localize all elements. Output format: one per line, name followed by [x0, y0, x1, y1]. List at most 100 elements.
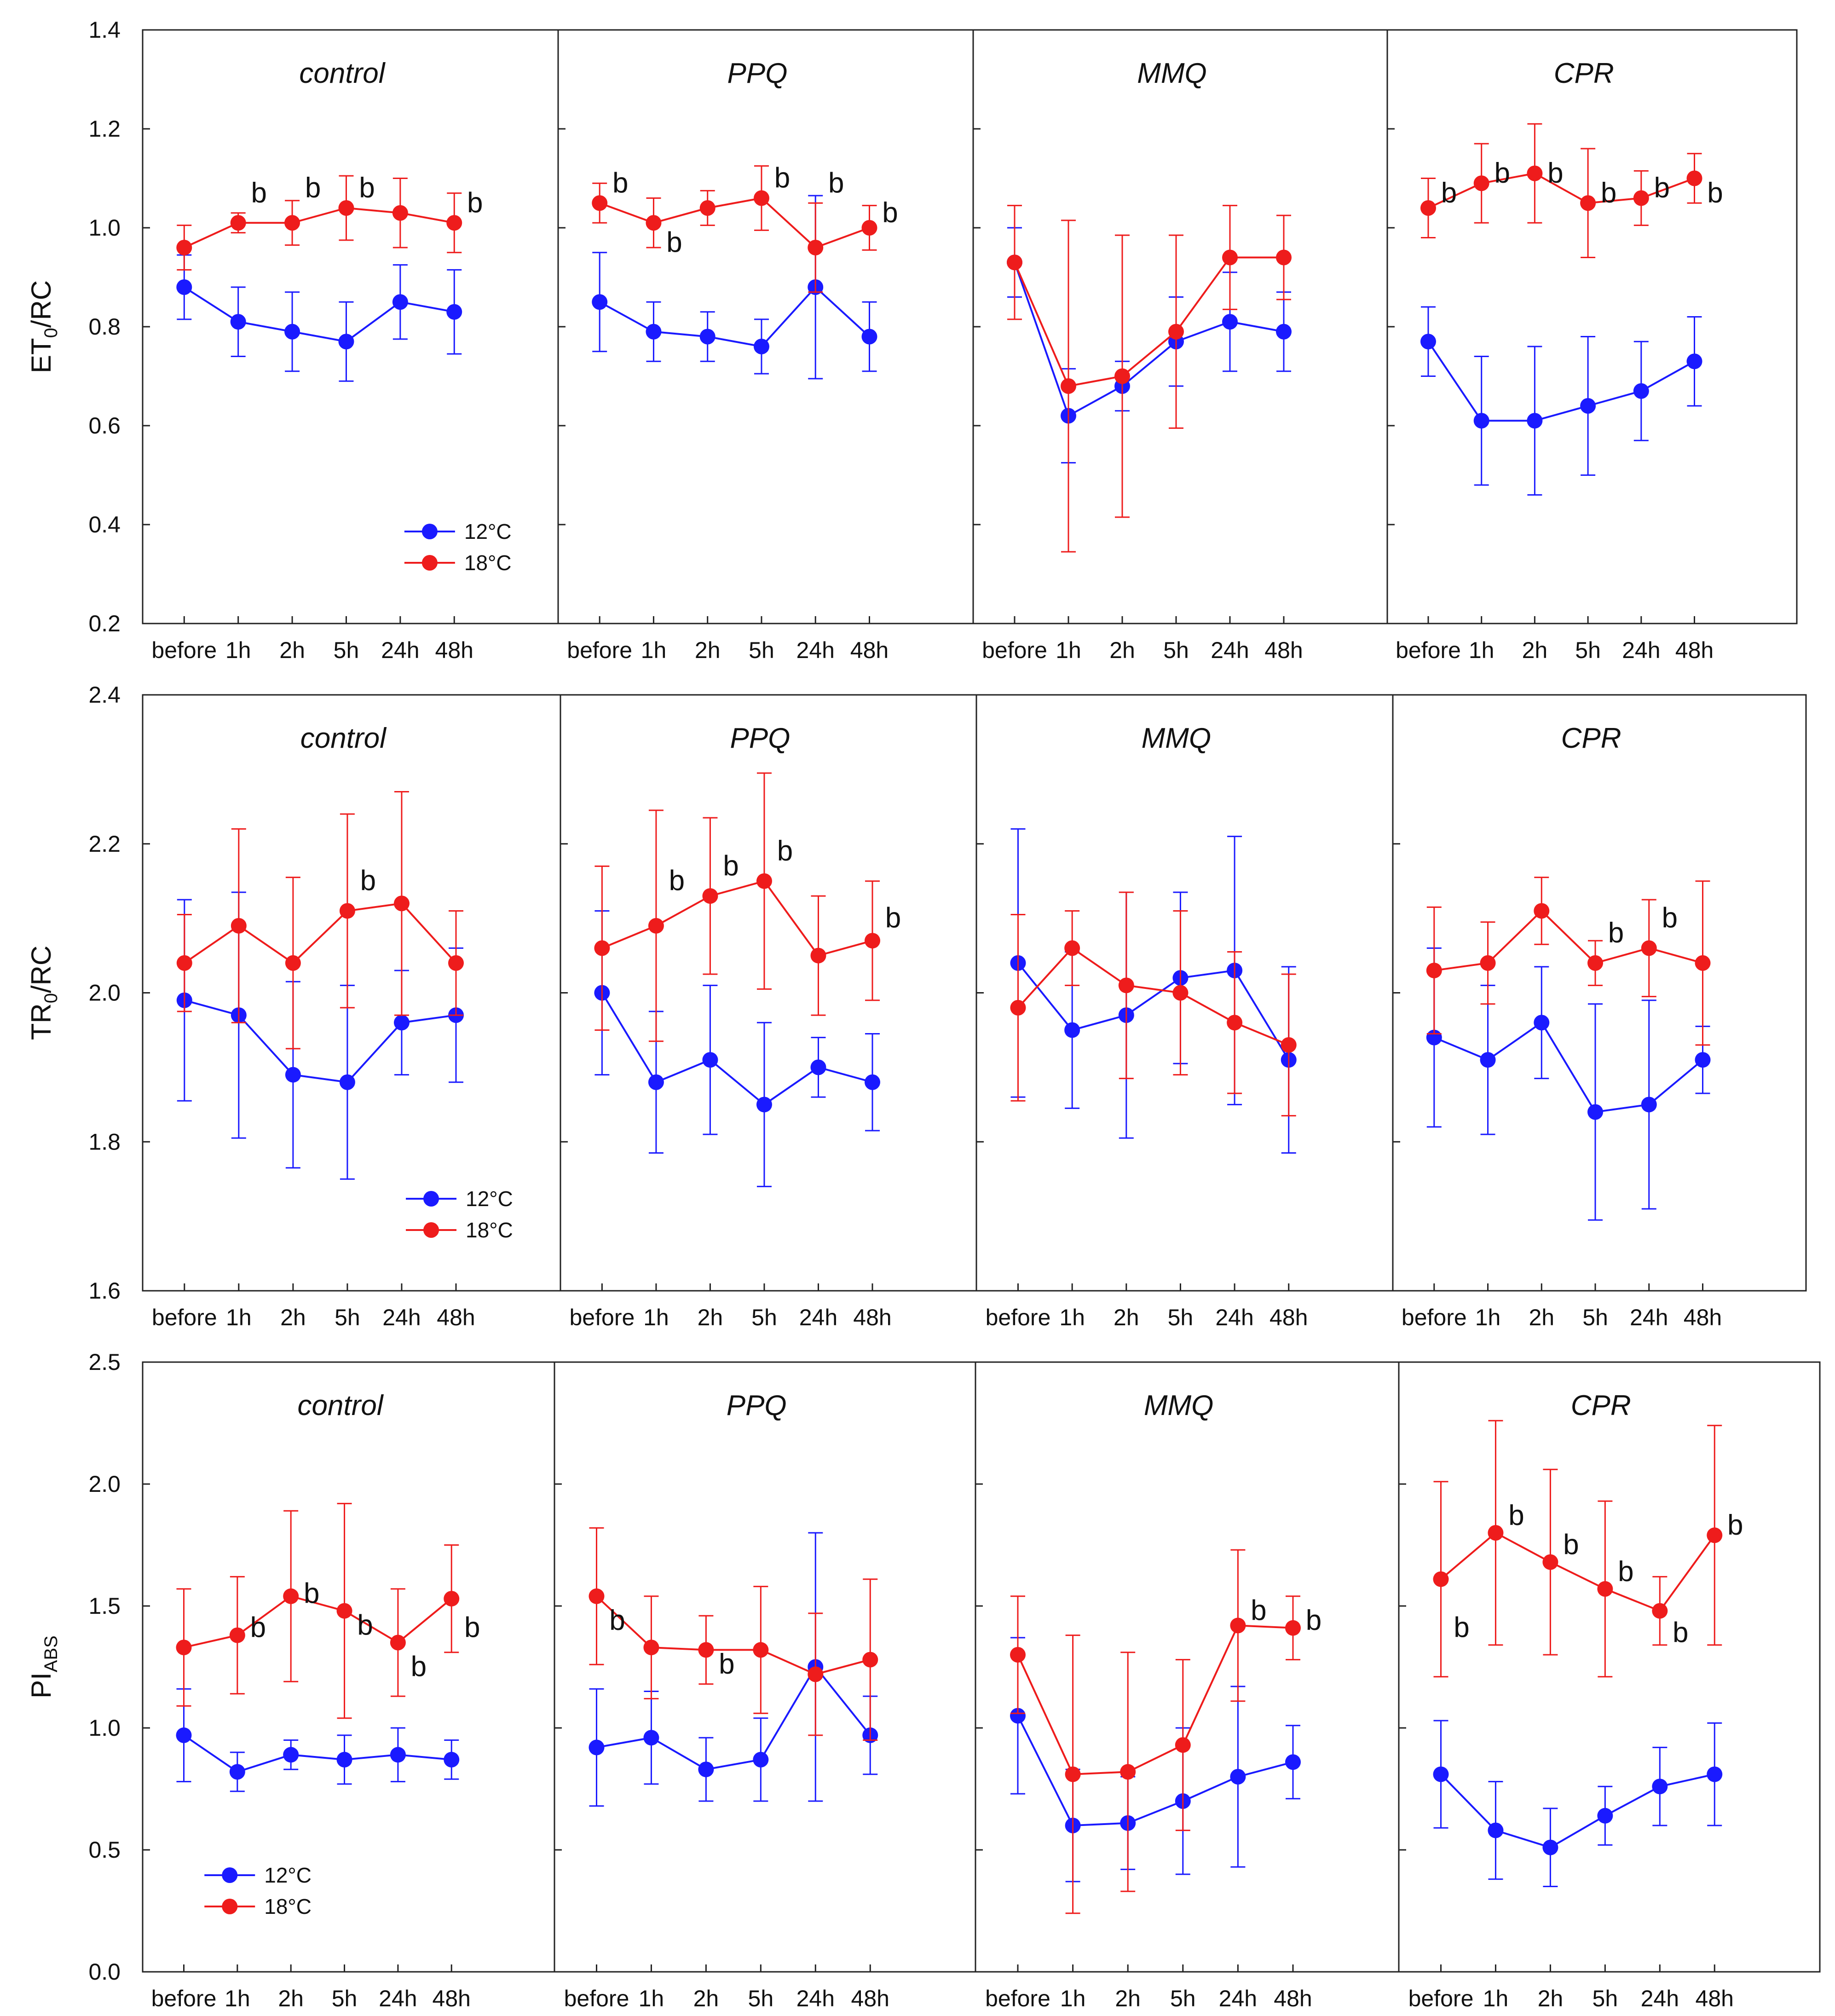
data-point — [1433, 1571, 1449, 1587]
significance-label: b — [360, 865, 376, 897]
x-tick-label: 48h — [435, 637, 473, 663]
x-tick-label: before — [152, 1305, 217, 1330]
y-tick-label: 0.4 — [88, 512, 121, 537]
x-tick-label: 24h — [379, 1986, 417, 2011]
series-12c — [176, 891, 464, 1180]
data-point — [1580, 398, 1596, 414]
legend-label-s12: 12°C — [466, 1187, 513, 1211]
series-line — [1428, 172, 1695, 209]
series-line — [184, 902, 457, 965]
significance-label: b — [1563, 1529, 1579, 1561]
x-tick-label: 1h — [1056, 637, 1081, 663]
series-18c — [589, 1527, 878, 1741]
data-point — [448, 955, 464, 971]
series-line — [1440, 1531, 1715, 1612]
data-point — [1281, 1037, 1297, 1053]
x-tick-label: 1h — [643, 1305, 669, 1330]
data-point — [1222, 249, 1238, 266]
data-point — [756, 873, 772, 889]
data-point — [1222, 314, 1238, 330]
data-point — [1580, 195, 1596, 211]
legend-marker — [222, 1899, 238, 1914]
x-tick-label: 1h — [226, 1305, 252, 1330]
data-point — [643, 1640, 659, 1656]
data-point — [698, 1762, 714, 1778]
data-point — [1065, 1766, 1081, 1782]
x-tick-label: before — [570, 1305, 635, 1330]
data-point — [390, 1747, 406, 1763]
panel-cpr-row3: before 1h 2h 5h 24h 48h CPR b b b b b b — [1398, 1361, 1821, 2011]
panel-title: PPQ — [730, 722, 790, 754]
panel-frame — [554, 1361, 976, 1973]
series-line — [601, 880, 873, 957]
data-point — [592, 195, 608, 211]
x-tick-label: 5h — [1593, 1986, 1618, 2011]
panel-frame — [975, 1361, 1400, 1973]
panel-ppq-row1: before 1h 2h 5h 24h 48h PPQ b b b b b — [557, 29, 974, 663]
y-tick-label: 2.5 — [88, 1349, 121, 1375]
significance-label: b — [1508, 1500, 1524, 1531]
series-12c — [1007, 227, 1292, 464]
data-point — [176, 1727, 192, 1743]
significance-label: b — [467, 187, 483, 219]
data-point — [810, 1059, 826, 1075]
panel-frame — [1398, 1361, 1821, 1973]
data-point — [230, 215, 246, 231]
data-point — [1007, 254, 1022, 271]
x-tick-label: 5h — [332, 1986, 358, 2011]
panel-mmq-row2: before 1h 2h 5h 24h 48h MMQ — [975, 694, 1394, 1330]
data-point — [1175, 1737, 1191, 1753]
series-18c — [176, 1502, 460, 1719]
data-point — [1120, 1764, 1136, 1780]
x-tick-label: 48h — [853, 1305, 891, 1330]
x-tick-label: 24h — [796, 1986, 835, 2011]
x-tick-label: 5h — [1170, 1986, 1196, 2011]
legend-label-s18: 18°C — [264, 1895, 312, 1918]
data-point — [338, 334, 354, 350]
panel-title: PPQ — [727, 58, 787, 89]
x-tick-label: 48h — [1696, 1986, 1734, 2011]
significance-label: b — [885, 902, 901, 934]
data-point — [699, 329, 716, 345]
significance-label: b — [250, 1612, 266, 1644]
y-axis-title: ET0/RC — [26, 280, 61, 373]
x-tick-label: 2h — [1522, 637, 1548, 663]
data-point — [753, 190, 769, 206]
series-line — [1017, 1624, 1293, 1775]
x-tick-label: 48h — [1684, 1305, 1722, 1330]
data-point — [861, 220, 877, 236]
data-point — [589, 1588, 605, 1604]
data-point — [702, 888, 718, 904]
legend: 12°C 18°C — [404, 520, 512, 575]
series-line — [596, 1665, 871, 1771]
significance-label: b — [359, 172, 375, 204]
data-point — [648, 918, 664, 934]
x-tick-label: 2h — [1114, 1305, 1139, 1330]
data-point — [176, 955, 192, 971]
panel-title: control — [300, 722, 387, 754]
data-point — [1641, 1097, 1657, 1113]
significance-label: b — [411, 1651, 427, 1683]
data-point — [1686, 170, 1702, 186]
y-tick-label: 2.0 — [88, 980, 121, 1006]
data-point — [1652, 1779, 1668, 1795]
data-point — [1230, 1617, 1246, 1634]
data-point — [1420, 334, 1436, 350]
series-line — [1427, 341, 1695, 422]
data-point — [1488, 1822, 1504, 1838]
significance-label: b — [464, 1612, 480, 1644]
series-18c — [592, 165, 877, 293]
data-point — [1597, 1581, 1613, 1597]
data-point — [702, 1052, 718, 1068]
significance-label: b — [1306, 1605, 1321, 1636]
data-point — [1064, 940, 1080, 956]
data-point — [1480, 1052, 1496, 1068]
data-point — [339, 1074, 355, 1090]
x-tick-label: 48h — [1269, 1305, 1308, 1330]
x-tick-label: 2h — [279, 637, 305, 663]
x-tick-label: 48h — [437, 1305, 475, 1330]
data-point — [753, 1751, 769, 1768]
data-point — [865, 933, 880, 949]
data-point — [1473, 175, 1489, 191]
panel-ppq-row3: before 1h 2h 5h 24h 48h PPQ b b — [554, 1361, 976, 2011]
